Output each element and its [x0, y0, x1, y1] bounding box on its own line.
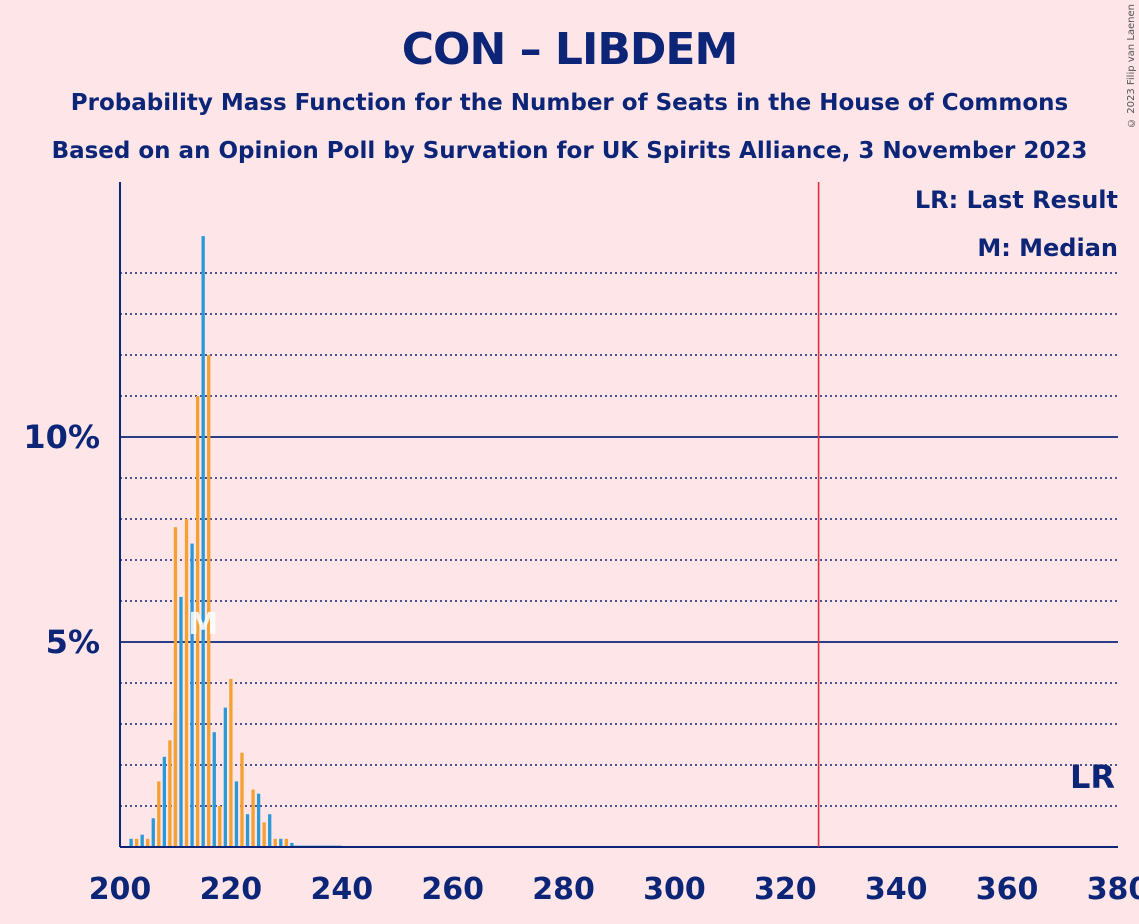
- bar: [273, 838, 277, 847]
- y-tick-label: 5%: [46, 623, 100, 661]
- bars-group: M: [129, 236, 342, 848]
- median-marker: M: [188, 607, 218, 642]
- x-tick-label: 380: [1087, 872, 1139, 907]
- chart-subtitle-1: Probability Mass Function for the Number…: [70, 90, 1069, 116]
- bar: [251, 789, 255, 847]
- tick-labels: 5% 10% 200 220 240 260 280 300 320 340 360 380: [23, 418, 1139, 907]
- bar: [234, 781, 239, 847]
- y-tick-label: 10%: [23, 418, 100, 456]
- x-tick-label: 320: [754, 872, 817, 907]
- x-tick-label: 340: [865, 872, 928, 907]
- bar: [229, 678, 233, 847]
- bar: [173, 527, 178, 847]
- bar: [162, 756, 167, 847]
- bar: [151, 818, 155, 847]
- x-tick-label: 300: [643, 872, 706, 907]
- x-tick-label: 360: [976, 872, 1039, 907]
- bar: [268, 814, 272, 847]
- bar: [218, 806, 222, 847]
- bar: [157, 781, 161, 847]
- bar: [212, 732, 216, 847]
- bar: [134, 838, 139, 847]
- bar: [179, 596, 183, 847]
- chart-subtitle-2: Based on an Opinion Poll by Survation fo…: [51, 138, 1088, 164]
- bar: [284, 838, 288, 847]
- bar: [279, 838, 283, 847]
- bar: [290, 842, 294, 847]
- last-result-marker: LR: [1069, 758, 1115, 796]
- bar: [190, 543, 194, 847]
- bar: [168, 740, 172, 847]
- x-tick-label: 280: [532, 872, 595, 907]
- bar: [207, 355, 211, 847]
- legend-median: M: Median: [977, 234, 1118, 262]
- bar: [184, 519, 189, 847]
- axes-group: [119, 182, 1118, 848]
- bar: [262, 822, 266, 847]
- bar: [245, 814, 250, 847]
- bar: [223, 707, 227, 847]
- bar: [201, 236, 205, 848]
- chart-title: CON – LIBDEM: [401, 24, 738, 75]
- bar: [146, 838, 150, 847]
- grid-lines: [120, 272, 1118, 807]
- x-tick-label: 200: [89, 872, 152, 907]
- bar: [240, 752, 244, 847]
- bar: [129, 838, 133, 847]
- bar: [140, 834, 144, 847]
- legend-last-result: LR: Last Result: [914, 186, 1118, 214]
- x-tick-label: 260: [421, 872, 484, 907]
- bar: [256, 793, 261, 847]
- x-tick-label: 220: [200, 872, 263, 907]
- bar: [195, 396, 200, 847]
- x-tick-label: 240: [310, 872, 373, 907]
